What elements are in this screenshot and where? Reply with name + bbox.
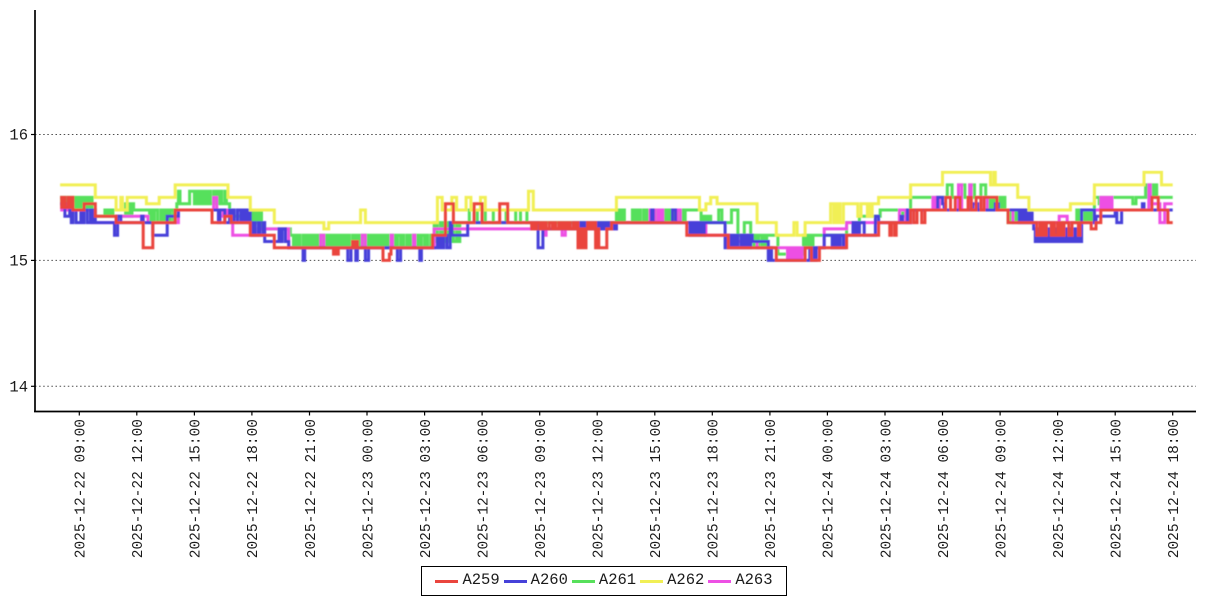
- svg-text:2025-12-22 18:00: 2025-12-22 18:00: [246, 419, 262, 558]
- svg-text:2025-12-22 15:00: 2025-12-22 15:00: [189, 419, 205, 558]
- svg-text:2025-12-24 06:00: 2025-12-24 06:00: [937, 419, 953, 558]
- svg-text:2025-12-24 12:00: 2025-12-24 12:00: [1052, 419, 1068, 558]
- svg-text:15: 15: [9, 253, 28, 271]
- svg-text:2025-12-24 18:00: 2025-12-24 18:00: [1167, 419, 1183, 558]
- svg-text:2025-12-23 15:00: 2025-12-23 15:00: [649, 419, 665, 558]
- svg-text:2025-12-24 15:00: 2025-12-24 15:00: [1110, 419, 1126, 558]
- svg-text:2025-12-22 09:00: 2025-12-22 09:00: [74, 419, 90, 558]
- svg-text:2025-12-24 03:00: 2025-12-24 03:00: [879, 419, 895, 558]
- svg-text:2025-12-22 21:00: 2025-12-22 21:00: [304, 419, 320, 558]
- svg-text:14: 14: [9, 379, 28, 397]
- svg-text:2025-12-23 09:00: 2025-12-23 09:00: [534, 419, 550, 558]
- svg-text:2025-12-23 12:00: 2025-12-23 12:00: [592, 419, 608, 558]
- svg-text:2025-12-23 18:00: 2025-12-23 18:00: [707, 419, 723, 558]
- svg-text:2025-12-23 00:00: 2025-12-23 00:00: [361, 419, 377, 558]
- svg-text:2025-12-24 00:00: 2025-12-24 00:00: [822, 419, 838, 558]
- svg-text:2025-12-23 06:00: 2025-12-23 06:00: [476, 419, 492, 558]
- svg-text:16: 16: [9, 127, 28, 145]
- svg-text:2025-12-23 21:00: 2025-12-23 21:00: [764, 419, 780, 558]
- svg-text:2025-12-24 09:00: 2025-12-24 09:00: [994, 419, 1010, 558]
- svg-text:2025-12-22 12:00: 2025-12-22 12:00: [131, 419, 147, 558]
- svg-text:2025-12-23 03:00: 2025-12-23 03:00: [419, 419, 435, 558]
